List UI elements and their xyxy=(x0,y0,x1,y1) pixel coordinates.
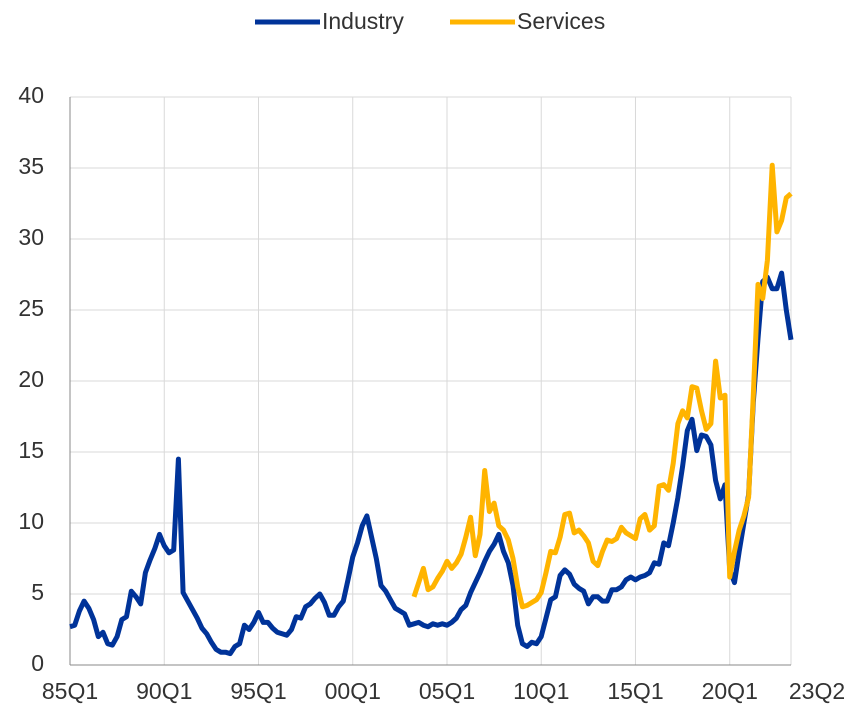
y-tick-label: 40 xyxy=(18,82,44,108)
y-tick-label: 15 xyxy=(18,437,44,463)
y-tick-label: 10 xyxy=(18,508,44,534)
x-tick-label: 15Q1 xyxy=(607,678,663,704)
x-tick-label: 90Q1 xyxy=(136,678,192,704)
x-tick-label: 10Q1 xyxy=(513,678,569,704)
y-tick-label: 5 xyxy=(31,579,44,605)
legend-label: Services xyxy=(517,8,605,34)
legend-label: Industry xyxy=(322,8,404,34)
y-tick-label: 35 xyxy=(18,153,44,179)
y-tick-label: 20 xyxy=(18,366,44,392)
x-tick-label: 00Q1 xyxy=(325,678,381,704)
x-tick-label: 05Q1 xyxy=(419,678,475,704)
x-tick-label: 95Q1 xyxy=(230,678,286,704)
x-tick-label: 23Q2 xyxy=(789,678,845,704)
x-tick-label: 20Q1 xyxy=(702,678,758,704)
y-tick-label: 30 xyxy=(18,224,44,250)
y-tick-label: 25 xyxy=(18,295,44,321)
y-tick-label: 0 xyxy=(31,650,44,676)
series-line xyxy=(411,162,793,610)
x-tick-label: 85Q1 xyxy=(42,678,98,704)
series-line xyxy=(69,270,794,657)
